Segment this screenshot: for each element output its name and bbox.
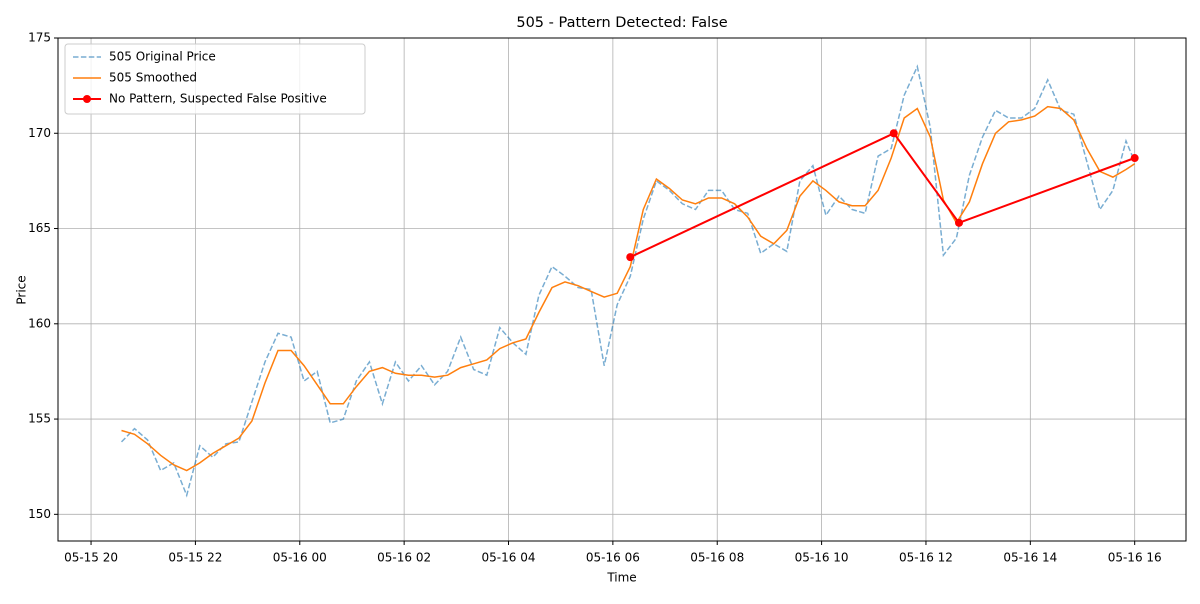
- x-tick-label: 05-16 06: [586, 551, 640, 565]
- y-tick-label: 160: [28, 316, 51, 330]
- series-line: [629, 132, 1136, 259]
- x-tick-label: 05-16 00: [273, 551, 327, 565]
- legend: 505 Original Price 505 Smoothed No Pattern…: [64, 43, 366, 115]
- y-tick-label: 155: [28, 412, 51, 426]
- legend-label: 505 Smoothed: [109, 71, 197, 85]
- legend-marker: [83, 95, 91, 103]
- x-tick-label: 05-16 12: [899, 551, 953, 565]
- marker: [626, 253, 635, 262]
- x-tick-label: 05-16 14: [1003, 551, 1057, 565]
- series-line: [120, 64, 1136, 498]
- x-tick-label: 05-16 02: [377, 551, 431, 565]
- y-tick-label: 175: [28, 31, 51, 45]
- x-tick-label: 05-16 04: [482, 551, 536, 565]
- y-axis-label: Price: [15, 275, 29, 304]
- legend-label: 505 Original Price: [109, 50, 216, 64]
- legend-box: [64, 43, 366, 115]
- marker: [889, 129, 898, 138]
- marker: [1130, 154, 1139, 163]
- y-tick-label: 170: [28, 126, 51, 140]
- x-tick-label: 05-15 20: [64, 551, 118, 565]
- x-tick-label: 05-16 10: [795, 551, 849, 565]
- plot-frame: [57, 37, 1187, 542]
- x-tick-label: 05-16 08: [690, 551, 744, 565]
- x-axis-label: Time: [606, 571, 636, 585]
- series-line: [121, 105, 1136, 472]
- x-tick-label: 05-15 22: [168, 551, 222, 565]
- marker: [955, 218, 964, 227]
- x-tick-label: 05-16 16: [1108, 551, 1162, 565]
- y-tick-label: 150: [28, 507, 51, 521]
- chart-title: 505 - Pattern Detected: False: [516, 15, 727, 31]
- y-tick-label: 165: [28, 221, 51, 235]
- legend-label: No Pattern, Suspected False Positive: [109, 92, 327, 106]
